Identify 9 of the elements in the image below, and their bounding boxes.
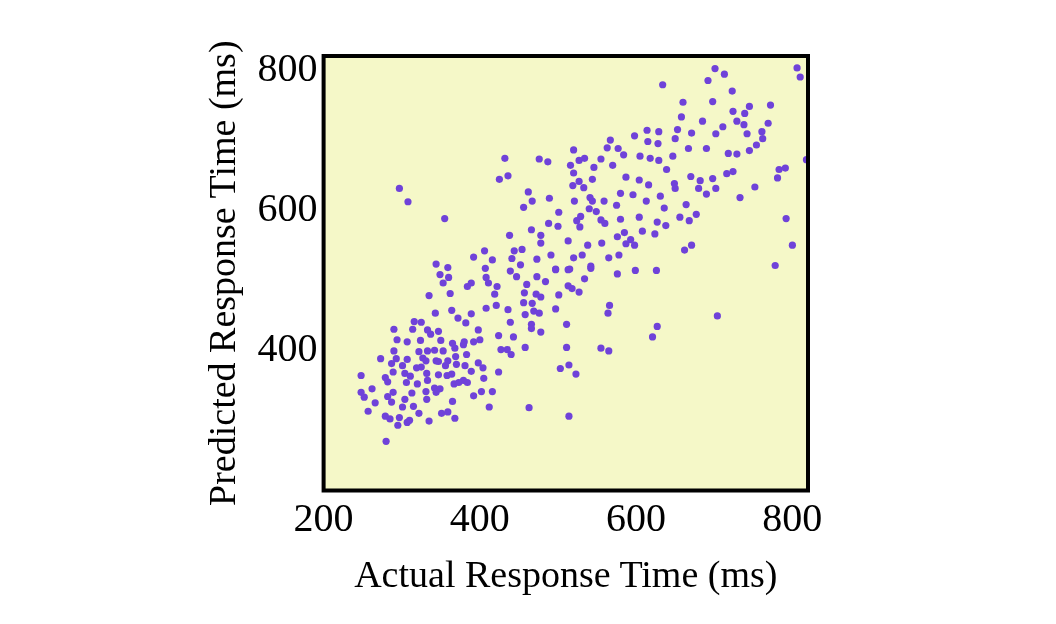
y-tick-label: 400 — [257, 324, 318, 370]
y-tick-label: 600 — [257, 184, 318, 230]
x-tick-label: 800 — [762, 494, 823, 540]
x-axis-title: Actual Response Time (ms) — [354, 553, 778, 597]
x-tick-label: 600 — [606, 494, 667, 540]
x-tick-label: 400 — [449, 494, 510, 540]
y-tick-label: 800 — [257, 44, 318, 90]
y-axis-title: Predicted Response Time (ms) — [200, 40, 244, 506]
x-tick-label: 200 — [293, 494, 354, 540]
